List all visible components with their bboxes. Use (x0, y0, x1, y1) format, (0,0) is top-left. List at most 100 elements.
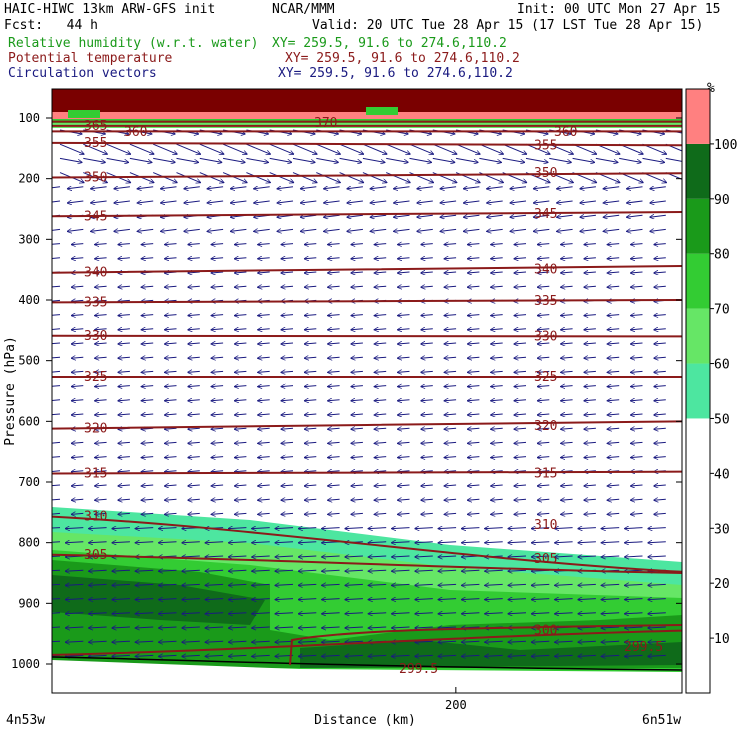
vector-arrow (444, 357, 457, 358)
vector-arrow (345, 641, 363, 642)
vector-arrow (246, 143, 270, 154)
x-left-endpoint-label: 4n53w (6, 713, 45, 728)
vector-arrow (205, 556, 224, 557)
vector-arrow (182, 542, 200, 543)
vector-arrow (230, 229, 247, 231)
vector-arrow (114, 229, 130, 231)
vector-arrow (118, 457, 130, 458)
vector-arrow (258, 315, 270, 316)
vector-arrow (165, 400, 177, 401)
vector-arrow (292, 172, 317, 183)
vector-arrow (277, 187, 294, 189)
contour-label-26: 300 (534, 624, 557, 639)
vector-arrow (650, 229, 666, 231)
vector-arrow (258, 513, 270, 514)
vector-arrow (165, 457, 177, 458)
vector-arrow (281, 329, 294, 330)
vector-arrow (182, 655, 200, 656)
vector-arrow (421, 244, 433, 245)
vector-arrow (398, 386, 410, 387)
vector-arrow (485, 528, 503, 529)
vector-arrow (328, 343, 340, 344)
vector-arrow (188, 414, 200, 415)
vector-arrow (141, 400, 154, 401)
vector-arrow (141, 343, 154, 344)
contour-label-14: 330 (84, 329, 107, 344)
vector-arrow (211, 258, 224, 259)
vector-arrow (95, 513, 107, 514)
vector-arrow (292, 143, 317, 154)
vector-arrow (106, 143, 131, 154)
vector-arrow (631, 442, 643, 443)
vector-arrow (298, 528, 317, 529)
vector-arrow (415, 613, 433, 614)
vector-arrow (52, 371, 61, 372)
vector-arrow (205, 613, 224, 614)
theta-contour-355 (52, 141, 682, 147)
vector-arrow (65, 528, 84, 529)
vector-arrow (479, 143, 503, 154)
theta-contour-315 (52, 470, 682, 475)
vector-arrow (467, 513, 480, 514)
vector-arrow (508, 613, 527, 614)
vector-arrow (374, 457, 387, 458)
vector-arrow (392, 570, 410, 571)
ground-line (52, 656, 682, 671)
vector-arrow (392, 528, 410, 529)
vector-arrow (234, 442, 247, 443)
vector-arrow (627, 229, 643, 231)
vector-arrow (467, 442, 480, 443)
vector-arrow (182, 613, 200, 614)
vector-arrow (398, 244, 410, 245)
header-line1-left: HAIC-HIWC 13km ARW-GFS init (4, 2, 216, 17)
vector-arrow (65, 584, 84, 585)
vector-arrow (347, 229, 363, 231)
vector-arrow (71, 244, 84, 245)
vector-arrow (440, 187, 457, 189)
vector-arrow (304, 428, 317, 429)
vector-arrow (603, 187, 620, 189)
vector-arrow (555, 655, 573, 656)
vector-arrow (351, 442, 363, 443)
theta-contour-340 (52, 265, 682, 274)
vector-arrow (67, 187, 84, 189)
vector-arrow (252, 655, 270, 656)
vector-arrow (228, 599, 247, 600)
vector-arrow (71, 513, 84, 514)
vector-arrow (141, 442, 154, 443)
y-tick-label: 300 (18, 232, 40, 246)
vector-arrow (374, 428, 387, 429)
vector-arrow (71, 343, 84, 344)
vector-arrow (188, 357, 200, 358)
vector-arrow (607, 371, 620, 372)
vector-arrow (467, 386, 480, 387)
vector-arrow (135, 641, 154, 642)
vector-arrow (52, 343, 61, 344)
vector-arrow (165, 244, 177, 245)
vector-arrow (537, 286, 550, 287)
vector-arrow (508, 556, 527, 557)
vector-arrow (351, 485, 363, 486)
vector-arrow (328, 258, 340, 259)
vector-arrow (141, 357, 154, 358)
vector-arrow (182, 641, 200, 642)
theta-contour-299.5 (289, 624, 682, 666)
vector-arrow (555, 528, 573, 529)
vector-arrow (487, 215, 503, 217)
vector-arrow (304, 414, 317, 415)
vector-arrow (322, 641, 340, 642)
vector-arrow (557, 215, 573, 217)
vector-arrow (65, 599, 84, 600)
vector-arrow (374, 329, 387, 330)
vector-arrow (165, 442, 177, 443)
vector-arrow (440, 229, 457, 231)
vector-arrow (514, 400, 527, 401)
contour-label-18: 320 (84, 422, 107, 437)
vector-arrow (328, 442, 340, 443)
vector-arrow (188, 371, 200, 372)
vector-arrow (409, 157, 432, 162)
vector-arrow (65, 641, 84, 642)
vector-arrow (525, 143, 550, 154)
vector-arrow (485, 599, 503, 600)
